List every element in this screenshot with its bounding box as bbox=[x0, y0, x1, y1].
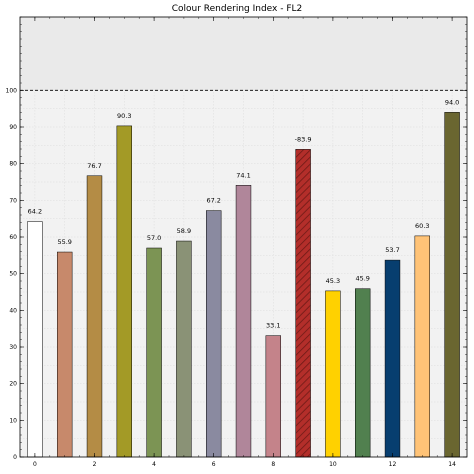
y-tick-label: 20 bbox=[9, 381, 17, 388]
bar bbox=[384, 259, 401, 458]
x-tick-label: 14 bbox=[448, 461, 456, 468]
y-tick-label: 100 bbox=[6, 87, 18, 94]
chart-title: Colour Rendering Index - FL2 bbox=[172, 4, 303, 14]
bar bbox=[176, 240, 192, 458]
bar bbox=[146, 247, 162, 458]
y-tick-label: 90 bbox=[9, 124, 17, 131]
x-tick-label: 6 bbox=[212, 461, 216, 468]
data-label: 90.3 bbox=[117, 112, 131, 120]
bars bbox=[27, 112, 460, 458]
bar bbox=[325, 290, 341, 458]
bar bbox=[414, 235, 431, 458]
y-tick-label: 70 bbox=[9, 197, 17, 204]
data-label: 45.9 bbox=[355, 275, 369, 283]
bar bbox=[295, 149, 311, 458]
bar bbox=[116, 125, 132, 458]
bar bbox=[235, 185, 252, 458]
x-tick-label: 2 bbox=[93, 461, 97, 468]
x-tick-label: 8 bbox=[271, 461, 275, 468]
data-labels: 64.2 55.9 76.7 90.3 57.0 58.9 67.2 74.1 33.1 -83.… bbox=[28, 98, 460, 329]
reference-region bbox=[20, 17, 467, 91]
bar bbox=[57, 251, 73, 458]
x-tick-label: 0 bbox=[33, 461, 37, 468]
data-label: 94.0 bbox=[445, 98, 459, 106]
bar bbox=[206, 210, 222, 458]
data-label: 53.7 bbox=[385, 246, 399, 254]
y-tick-label: 60 bbox=[9, 234, 17, 241]
x-tick-label: 10 bbox=[329, 461, 337, 468]
y-tick-label: 10 bbox=[9, 417, 17, 424]
data-label: 64.2 bbox=[28, 208, 42, 216]
data-label: 76.7 bbox=[87, 162, 101, 170]
data-label: -83.9 bbox=[295, 135, 312, 143]
data-label: 67.2 bbox=[206, 197, 220, 205]
data-label: 58.9 bbox=[177, 227, 191, 235]
y-tick-label: 30 bbox=[9, 344, 17, 351]
data-label: 74.1 bbox=[236, 171, 250, 179]
data-label: 60.3 bbox=[415, 222, 429, 230]
reference-shade bbox=[20, 17, 467, 91]
x-tick-label: 12 bbox=[389, 461, 397, 468]
y-tick-label: 0 bbox=[13, 454, 17, 461]
data-label: 33.1 bbox=[266, 322, 280, 330]
data-label: 45.3 bbox=[326, 277, 340, 285]
bar bbox=[355, 288, 371, 458]
axes: 0 10 20 30 40 50 60 70 80 90 100 0 2 4 6 8 10 12 14 bbox=[6, 16, 468, 468]
y-tick-label: 80 bbox=[9, 161, 17, 168]
y-tick-label: 50 bbox=[9, 271, 17, 278]
data-label: 55.9 bbox=[57, 238, 71, 246]
y-tick-label: 40 bbox=[9, 307, 17, 314]
data-label: 57.0 bbox=[147, 234, 161, 242]
bar bbox=[444, 112, 460, 458]
bar bbox=[265, 335, 282, 458]
bar bbox=[27, 221, 43, 458]
x-tick-label: 4 bbox=[152, 461, 156, 468]
bar bbox=[86, 175, 103, 458]
